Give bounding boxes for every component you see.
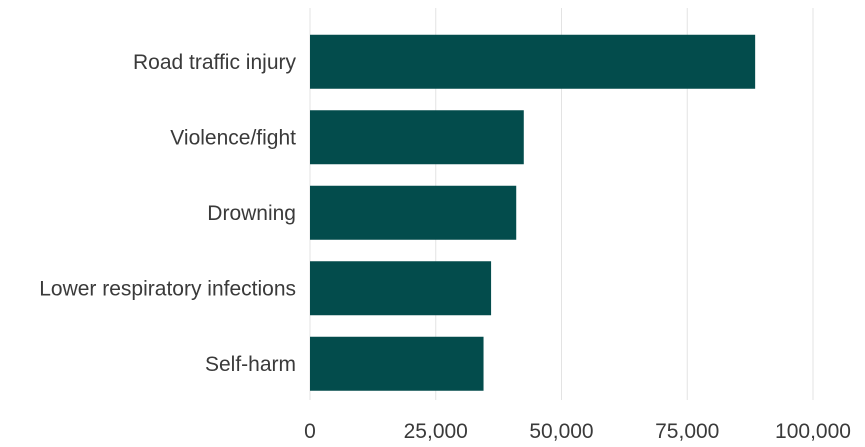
bar — [310, 185, 517, 240]
bars — [310, 34, 756, 391]
bar — [310, 336, 484, 391]
category-label: Self-harm — [205, 353, 296, 376]
x-tick-label: 100,000 — [775, 420, 851, 442]
x-tick-label: 75,000 — [655, 420, 719, 442]
category-label: Violence/fight — [170, 126, 296, 149]
category-label: Road traffic injury — [133, 51, 297, 74]
category-label: Drowning — [207, 202, 296, 225]
bar — [310, 34, 756, 89]
x-axis-tick-labels: 0 25,000 50,000 75,000 100,000 — [304, 420, 851, 443]
x-tick-label: 25,000 — [404, 420, 468, 442]
category-labels: Road traffic injury Violence/fight Drownin… — [39, 51, 296, 376]
category-label: Lower respiratory infections — [39, 277, 296, 300]
x-tick-label: 0 — [304, 420, 316, 442]
x-tick-label: 50,000 — [529, 420, 593, 442]
bar — [310, 261, 492, 316]
bar — [310, 110, 524, 165]
